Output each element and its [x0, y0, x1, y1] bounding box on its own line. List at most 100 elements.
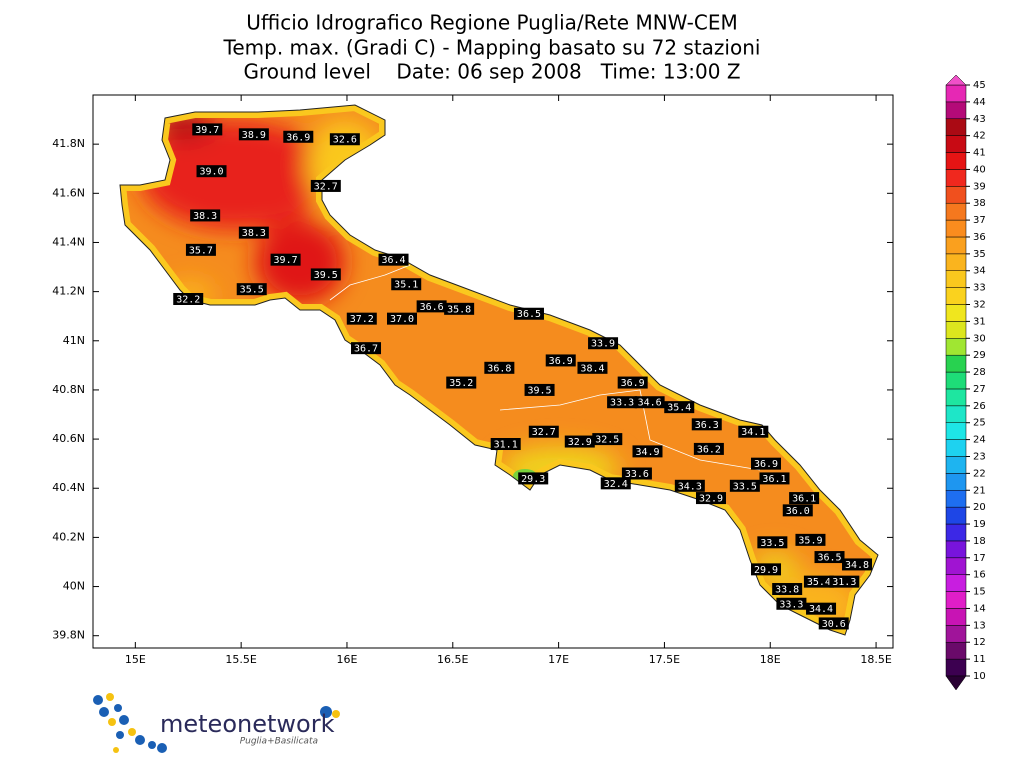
station-value: 36.4	[381, 255, 405, 266]
colorbar-label: 39	[973, 181, 986, 192]
station-box	[236, 283, 267, 296]
station-value: 34.6	[638, 398, 662, 409]
colorbar-band	[945, 287, 967, 305]
station-box	[518, 472, 549, 485]
station-value: 37.2	[350, 314, 374, 325]
colorbar-label: 29	[973, 350, 986, 361]
logo-dot	[99, 707, 109, 717]
station-box	[329, 133, 360, 146]
logo-dot	[114, 704, 122, 712]
colorbar-band	[945, 101, 967, 120]
logo-dot	[119, 715, 129, 725]
colorbar-band	[945, 152, 967, 170]
x-tick-label: 17.5E	[649, 653, 680, 666]
station-box	[617, 376, 648, 389]
x-tick-label: 17E	[548, 653, 569, 666]
station-box	[806, 602, 837, 615]
station-value: 32.4	[604, 479, 628, 490]
station-value: 36.1	[762, 474, 786, 485]
colorbar-band	[945, 118, 967, 136]
station-value: 36.7	[354, 344, 378, 355]
station-value: 33.3	[610, 398, 634, 409]
y-tick-label: 40.4N	[52, 481, 85, 494]
y-tick-label: 41.6N	[52, 186, 85, 199]
station-box	[632, 445, 663, 458]
colorbar-band	[945, 608, 967, 626]
colorbar-band	[945, 186, 967, 204]
station-box	[391, 278, 422, 291]
station-box	[842, 558, 873, 571]
colorbar-band	[945, 338, 967, 356]
station-box	[484, 361, 515, 374]
station-value: 36.3	[695, 420, 719, 431]
colorbar-band	[945, 135, 967, 153]
colorbar-band	[945, 270, 967, 288]
station-box	[238, 226, 269, 239]
station-box	[674, 479, 705, 492]
station-box	[664, 401, 695, 414]
logo-dot	[113, 747, 119, 753]
colorbar-label: 38	[973, 198, 986, 209]
x-tick-label: 18E	[760, 653, 781, 666]
station-value: 36.9	[286, 132, 310, 143]
station-box	[814, 551, 845, 564]
station-value: 38.9	[242, 130, 266, 141]
station-value: 29.9	[754, 565, 778, 576]
colorbar-label: 35	[973, 249, 986, 260]
colorbar-label: 18	[973, 536, 986, 547]
colorbar-band	[945, 574, 967, 592]
colorbar-label: 40	[973, 164, 986, 175]
colorbar-label: 12	[973, 637, 986, 648]
station-box	[776, 597, 807, 610]
station-value: 38.3	[193, 211, 217, 222]
station-value: 39.5	[314, 270, 338, 281]
station-box	[691, 418, 722, 431]
station-value: 36.9	[549, 356, 573, 367]
x-tick-label: 15.5E	[225, 653, 256, 666]
station-value: 35.8	[447, 304, 471, 315]
y-tick-label: 40.2N	[52, 530, 85, 543]
station-box	[695, 492, 726, 505]
station-box	[789, 492, 820, 505]
colorbar-label: 17	[973, 553, 986, 564]
station-value: 36.8	[487, 363, 511, 374]
station-value: 35.1	[394, 280, 418, 291]
station-box	[751, 563, 782, 576]
station-value: 39.0	[199, 167, 223, 178]
station-value: 33.5	[733, 481, 757, 492]
station-value: 34.4	[809, 604, 833, 615]
station-value: 32.6	[333, 135, 357, 146]
station-box	[782, 504, 813, 517]
logo-dot	[148, 741, 156, 749]
colorbar-band	[945, 625, 967, 643]
colorbar-band	[945, 371, 967, 390]
station-value: 38.3	[242, 228, 266, 239]
station-box	[446, 376, 477, 389]
colorbar-label: 13	[973, 620, 986, 631]
station-box	[600, 477, 631, 490]
logo-dot	[106, 693, 114, 701]
colorbar-over	[945, 74, 967, 86]
station-value: 34.8	[845, 560, 869, 571]
station-box	[564, 435, 595, 448]
station-box	[759, 472, 790, 485]
station-box	[386, 312, 417, 325]
station-box	[310, 179, 341, 192]
colorbar-band	[945, 591, 967, 609]
x-tick-label: 16.5E	[437, 653, 468, 666]
station-value: 38.4	[580, 363, 604, 374]
colorbar-label: 19	[973, 519, 986, 530]
station-value: 32.2	[176, 294, 200, 305]
colorbar-label: 42	[973, 131, 986, 142]
logo-dot	[108, 718, 116, 726]
y-tick-label: 40N	[63, 580, 85, 593]
x-tick-label: 18.5E	[860, 653, 891, 666]
station-value: 35.4	[667, 403, 691, 414]
station-value: 32.7	[314, 181, 338, 192]
colorbar-band	[945, 641, 967, 660]
station-value: 35.9	[798, 535, 822, 546]
logo-region: Puglia+Basilicata	[240, 737, 318, 747]
station-box	[729, 479, 760, 492]
station-box	[524, 383, 555, 396]
